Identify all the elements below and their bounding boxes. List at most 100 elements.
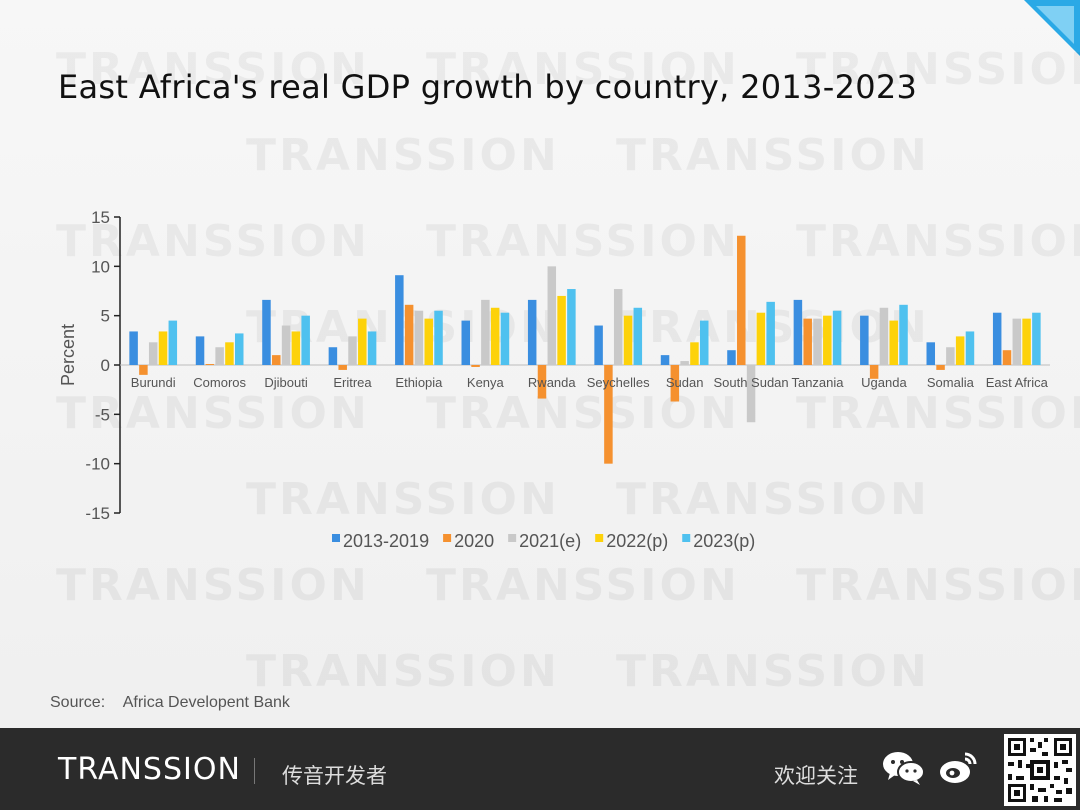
bar-2020-East Africa: [1002, 350, 1012, 365]
category-label: Tanzania: [791, 375, 844, 390]
bar-2022(p)-Kenya: [490, 307, 500, 365]
bar-2022(p)-Comoros: [225, 342, 234, 365]
footer-bar: TRANSSION 传音开发者 欢迎关注: [0, 728, 1080, 810]
category-label: Eritrea: [333, 375, 372, 390]
category-label: Sudan: [666, 375, 704, 390]
bar-2020-Rwanda: [537, 365, 547, 399]
bar-2022(p)-Somalia: [955, 336, 965, 365]
bar-2022(p)-Burundi: [158, 331, 168, 365]
bar-2020-South Sudan: [737, 235, 746, 365]
category-label: Comoros: [193, 375, 246, 390]
page-title: East Africa's real GDP growth by country…: [58, 68, 918, 106]
source-label: Source:: [50, 694, 106, 711]
bar-2022(p)-Djibouti: [291, 331, 301, 365]
legend-swatch: [595, 534, 604, 542]
bar-2022(p)-Eritrea: [358, 318, 367, 365]
y-tick-label: 5: [101, 307, 110, 326]
bar-2023(p)-Djibouti: [301, 315, 310, 365]
bar-2020-Eritrea: [338, 365, 347, 370]
bar-2021(e)-Djibouti: [281, 325, 291, 365]
bar-2021(e)-Tanzania: [813, 318, 822, 365]
bar-2023(p)-Uganda: [899, 304, 908, 365]
bar-2021(e)-Rwanda: [547, 266, 557, 365]
wechat-icon[interactable]: [882, 750, 926, 786]
bar-2021(e)-Ethiopia: [414, 310, 424, 365]
corner-accent-inner: [1036, 6, 1074, 44]
category-label: Seychelles: [587, 375, 650, 390]
bar-2020-Sudan: [670, 365, 680, 402]
bar-2021(e)-Kenya: [481, 299, 490, 365]
category-label: East Africa: [986, 375, 1049, 390]
legend-swatch: [682, 534, 691, 542]
bar-2021(e)-Comoros: [215, 347, 224, 365]
bar-2022(p)-Tanzania: [823, 315, 832, 365]
bar-2013-2019-Ethiopia: [395, 275, 404, 365]
bar-2023(p)-Kenya: [500, 312, 510, 365]
category-label: Rwanda: [528, 375, 576, 390]
legend-swatch: [332, 534, 340, 542]
y-tick-label: -10: [85, 455, 110, 474]
bar-2023(p)-Somalia: [965, 331, 975, 365]
bar-2013-2019-Sudan: [660, 355, 670, 365]
bar-2022(p)-Ethiopia: [424, 318, 433, 365]
bar-2021(e)-Uganda: [879, 307, 889, 365]
bar-2023(p)-Seychelles: [633, 307, 643, 365]
category-label: Ethiopia: [395, 375, 443, 390]
legend-label: 2013-2019: [343, 531, 429, 551]
legend-swatch: [508, 534, 517, 542]
bar-2020-Tanzania: [803, 318, 812, 365]
bar-2020-Uganda: [869, 365, 879, 379]
source-note: Source: Africa Developent Bank: [50, 694, 290, 712]
bar-2020-Comoros: [205, 364, 215, 365]
y-tick-label: 15: [91, 208, 110, 227]
follow-label: 欢迎关注: [774, 764, 858, 788]
legend-label: 2021(e): [519, 531, 581, 551]
weibo-icon[interactable]: [938, 750, 978, 786]
bar-2013-2019-Rwanda: [527, 299, 537, 365]
category-label: Somalia: [927, 375, 975, 390]
bar-2022(p)-Rwanda: [557, 295, 566, 365]
bar-2013-2019-Kenya: [461, 320, 471, 365]
bar-2023(p)-East Africa: [1032, 312, 1041, 365]
category-label: Uganda: [861, 375, 907, 390]
bar-2013-2019-Tanzania: [793, 299, 803, 365]
bar-2021(e)-Somalia: [946, 347, 955, 365]
category-label: South Sudan: [713, 375, 788, 390]
bar-2022(p)-Seychelles: [623, 315, 633, 365]
category-label: Djibouti: [264, 375, 307, 390]
bar-2023(p)-Tanzania: [832, 310, 842, 365]
footer-divider: [254, 758, 255, 784]
bar-2020-Burundi: [139, 365, 148, 375]
bar-2022(p)-Sudan: [690, 342, 699, 365]
bar-2013-2019-South Sudan: [727, 350, 736, 365]
bar-2021(e)-Eritrea: [348, 336, 357, 365]
bar-2021(e)-East Africa: [1012, 318, 1022, 365]
y-tick-label: -15: [85, 504, 110, 523]
category-label: Burundi: [131, 375, 176, 390]
bar-2020-Somalia: [936, 365, 945, 370]
bar-2023(p)-South Sudan: [766, 301, 775, 365]
bar-2022(p)-South Sudan: [756, 312, 766, 365]
source-text: Africa Developent Bank: [122, 694, 290, 711]
qr-code-icon: [1004, 734, 1076, 806]
bar-2013-2019-Uganda: [860, 315, 869, 365]
bar-2021(e)-Burundi: [148, 342, 158, 365]
bar-2021(e)-South Sudan: [746, 365, 756, 423]
transsion-logo: TRANSSION: [58, 752, 241, 787]
bar-2023(p)-Ethiopia: [434, 310, 443, 365]
bar-2020-Seychelles: [604, 365, 613, 464]
legend-swatch: [443, 534, 452, 542]
watermark: TRANSSION: [246, 646, 560, 697]
category-label: Kenya: [467, 375, 505, 390]
bar-2022(p)-East Africa: [1022, 318, 1031, 365]
bar-2020-Djibouti: [272, 355, 281, 365]
bar-2023(p)-Comoros: [234, 333, 244, 365]
legend-label: 2022(p): [606, 531, 668, 551]
bar-2013-2019-Seychelles: [594, 325, 603, 365]
channel-name: 传音开发者: [282, 764, 387, 788]
bar-2023(p)-Burundi: [168, 320, 178, 365]
bar-2013-2019-Eritrea: [328, 347, 338, 365]
bar-2013-2019-Djibouti: [262, 299, 271, 365]
bar-2020-Kenya: [471, 365, 480, 367]
